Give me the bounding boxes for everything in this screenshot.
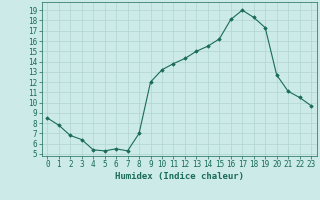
X-axis label: Humidex (Indice chaleur): Humidex (Indice chaleur) [115, 172, 244, 181]
